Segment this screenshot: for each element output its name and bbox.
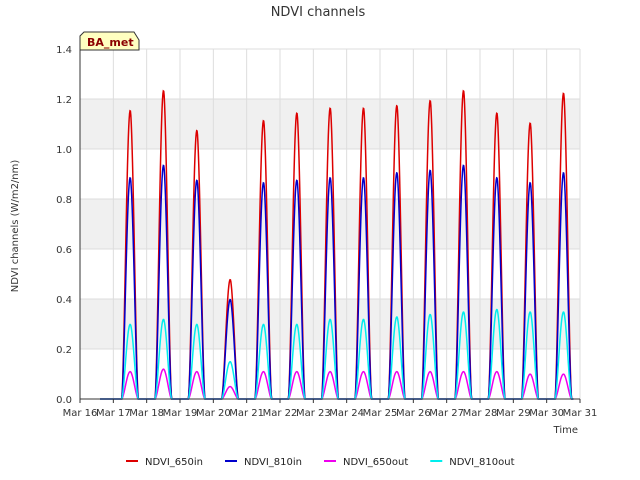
y-tick-label: 1.0 <box>56 145 72 156</box>
x-tick-label: Mar 25 <box>363 408 398 419</box>
legend-item: NDVI_810in <box>225 457 302 468</box>
badge: BA_met <box>79 31 140 51</box>
y-tick-labels: 0.0 0.2 0.4 0.6 0.8 1.0 1.2 1.4 <box>56 45 72 406</box>
x-tick-label: Mar 22 <box>263 408 298 419</box>
plot-bands <box>80 49 580 399</box>
legend-item: NDVI_810out <box>430 457 515 468</box>
y-tick-label: 0.4 <box>56 295 72 306</box>
plot-band <box>80 199 580 249</box>
badge-label: BA_met <box>87 36 134 49</box>
legend-label: NDVI_810out <box>449 457 514 468</box>
x-tick-label: Mar 27 <box>429 408 464 419</box>
x-tick-label: Mar 17 <box>96 408 131 419</box>
y-tick-label: 0.0 <box>56 395 72 406</box>
badge-shape <box>79 31 140 51</box>
plot-band <box>80 99 580 149</box>
legend: NDVI_650in NDVI_810in NDVI_650out NDVI_810o… <box>126 457 515 468</box>
plot-band <box>80 299 580 349</box>
x-tick-label: Mar 28 <box>463 408 498 419</box>
legend-item: NDVI_650out <box>324 457 408 468</box>
x-tick-label: Mar 23 <box>296 408 331 419</box>
chart-title: NDVI channels <box>271 5 366 20</box>
x-tick-label: Mar 20 <box>196 408 231 419</box>
x-tick-label: Mar 26 <box>396 408 431 419</box>
x-tick-label: Mar 30 <box>529 408 564 419</box>
x-tick-label: Mar 18 <box>129 408 164 419</box>
x-axis-label: Time <box>553 425 578 436</box>
x-tick-label: Mar 24 <box>329 408 364 419</box>
legend-label: NDVI_810in <box>244 457 302 468</box>
x-tick-label: Mar 21 <box>229 408 264 419</box>
legend-item: NDVI_650in <box>126 457 203 468</box>
y-tick-label: 0.8 <box>56 195 72 206</box>
x-tick-label: Mar 29 <box>496 408 531 419</box>
x-tick-label: Mar 19 <box>163 408 198 419</box>
y-tick-label: 1.4 <box>56 45 72 56</box>
x-tick-label: Mar 16 <box>63 408 98 419</box>
axes <box>79 49 581 403</box>
y-tick-label: 0.6 <box>56 245 72 256</box>
y-axis-label: NDVI channels (W/m2/nm) <box>10 160 21 293</box>
legend-label: NDVI_650in <box>145 457 203 468</box>
x-tick-label: Mar 31 <box>563 408 598 419</box>
y-tick-label: 0.2 <box>56 345 72 356</box>
y-tick-label: 1.2 <box>56 95 72 106</box>
legend-label: NDVI_650out <box>343 457 408 468</box>
